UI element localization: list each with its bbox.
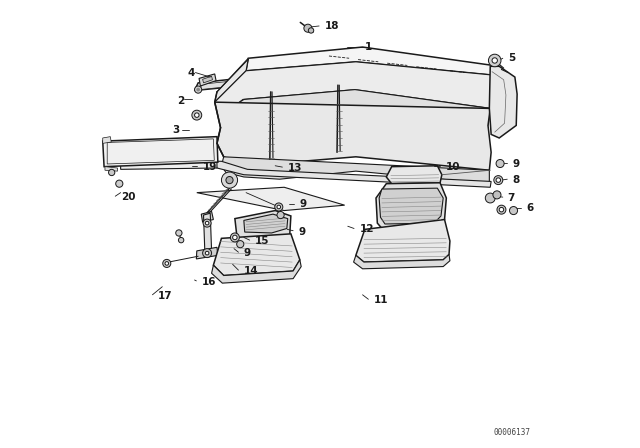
Text: 7: 7 (508, 193, 515, 203)
Polygon shape (200, 68, 356, 90)
Text: 15: 15 (255, 236, 269, 246)
Polygon shape (376, 183, 446, 229)
Circle shape (237, 241, 244, 248)
Polygon shape (353, 254, 450, 269)
Circle shape (496, 178, 500, 182)
Text: 16: 16 (202, 277, 216, 287)
Circle shape (192, 110, 202, 120)
Circle shape (203, 219, 211, 227)
Text: 8: 8 (513, 175, 520, 185)
Text: 9: 9 (513, 159, 520, 168)
Circle shape (205, 221, 209, 225)
Circle shape (499, 207, 504, 212)
Circle shape (205, 251, 209, 255)
Text: 6: 6 (526, 203, 533, 213)
Circle shape (494, 176, 503, 185)
Circle shape (308, 28, 314, 33)
Text: 3: 3 (172, 125, 179, 135)
Circle shape (488, 54, 501, 67)
Polygon shape (196, 247, 218, 259)
Polygon shape (379, 188, 443, 224)
Circle shape (179, 237, 184, 243)
Circle shape (304, 24, 312, 32)
Circle shape (277, 211, 284, 219)
Polygon shape (214, 102, 491, 170)
Polygon shape (203, 76, 212, 83)
Circle shape (485, 193, 495, 203)
Polygon shape (214, 161, 491, 187)
Text: 4: 4 (188, 68, 195, 78)
Polygon shape (102, 137, 111, 143)
Text: 20: 20 (120, 192, 135, 202)
Polygon shape (212, 260, 301, 283)
Circle shape (492, 58, 497, 63)
Text: 14: 14 (244, 266, 259, 276)
Circle shape (226, 177, 233, 184)
Circle shape (509, 207, 518, 215)
Circle shape (221, 172, 237, 188)
Polygon shape (199, 74, 216, 86)
Text: 18: 18 (324, 21, 339, 31)
Circle shape (232, 235, 237, 240)
Text: 17: 17 (158, 291, 172, 301)
Text: 5: 5 (508, 53, 515, 63)
Circle shape (109, 169, 115, 176)
Text: 9: 9 (244, 248, 251, 258)
Circle shape (195, 86, 202, 93)
Polygon shape (221, 90, 490, 128)
Circle shape (277, 205, 280, 209)
Polygon shape (102, 137, 218, 167)
Circle shape (165, 262, 168, 265)
Polygon shape (214, 62, 495, 116)
Circle shape (496, 159, 504, 168)
Polygon shape (105, 167, 118, 171)
Circle shape (497, 205, 506, 214)
Circle shape (195, 113, 199, 117)
Polygon shape (357, 63, 367, 73)
Circle shape (203, 249, 212, 258)
Circle shape (163, 259, 171, 267)
Polygon shape (196, 187, 344, 211)
Circle shape (493, 191, 501, 199)
Polygon shape (244, 214, 288, 233)
Text: 11: 11 (374, 295, 388, 305)
Polygon shape (221, 157, 490, 184)
Polygon shape (213, 234, 300, 276)
Polygon shape (201, 211, 213, 222)
Polygon shape (204, 213, 212, 253)
Circle shape (197, 88, 200, 91)
Text: 00006137: 00006137 (493, 428, 531, 437)
Polygon shape (356, 220, 450, 262)
Polygon shape (246, 47, 499, 75)
Text: 9: 9 (300, 199, 307, 209)
Text: 13: 13 (288, 163, 302, 173)
Polygon shape (387, 166, 442, 184)
Text: 10: 10 (445, 162, 460, 172)
Polygon shape (195, 65, 364, 90)
Text: 2: 2 (177, 96, 185, 106)
Text: 9: 9 (298, 227, 306, 237)
Circle shape (275, 203, 283, 211)
Text: 12: 12 (360, 224, 374, 234)
Polygon shape (490, 66, 517, 138)
Circle shape (176, 230, 182, 236)
Circle shape (116, 180, 123, 187)
Text: 19: 19 (203, 162, 217, 172)
Polygon shape (214, 58, 248, 102)
Circle shape (230, 233, 239, 242)
Polygon shape (235, 211, 291, 244)
Polygon shape (120, 161, 217, 169)
Text: 1: 1 (365, 42, 372, 52)
